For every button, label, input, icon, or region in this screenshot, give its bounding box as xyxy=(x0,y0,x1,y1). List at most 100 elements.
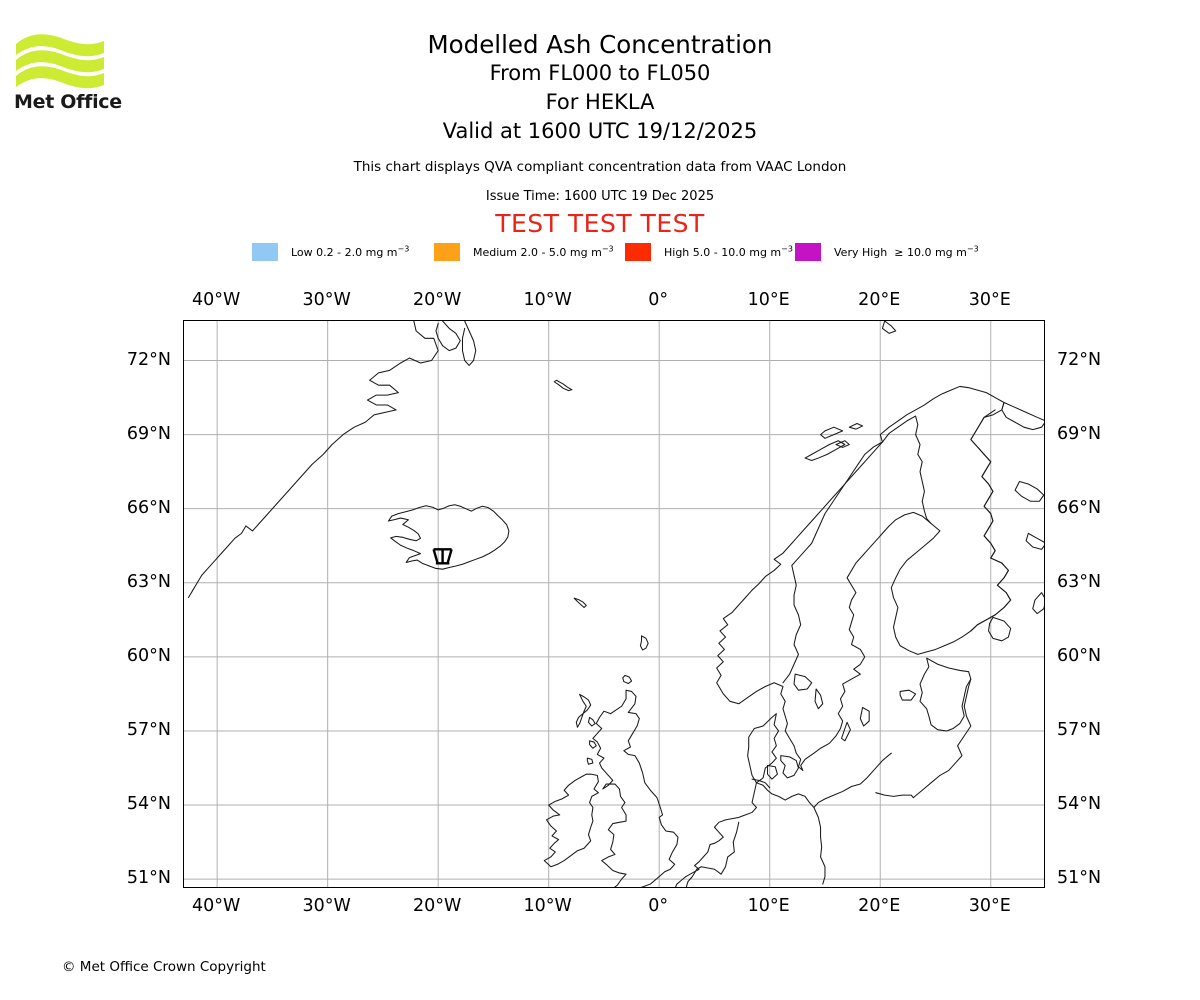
lat-tick-label-left: 57°N xyxy=(126,719,171,740)
legend-item: Very High ≥ 10.0 mg m−3 xyxy=(795,241,979,263)
legend-color-swatch xyxy=(625,243,651,261)
lon-tick-label-top: 10°E xyxy=(747,290,790,310)
legend-item: High 5.0 - 10.0 mg m−3 xyxy=(625,241,793,263)
coastline-vattern xyxy=(814,688,824,710)
map-coastlines xyxy=(187,321,1044,887)
legend-color-swatch xyxy=(434,243,460,261)
coastline-outer-hebrides xyxy=(575,693,592,728)
lon-tick-label-bottom: 30°E xyxy=(968,896,1011,916)
coastline-gotland xyxy=(859,706,870,727)
legend-label: High 5.0 - 10.0 mg m−3 xyxy=(664,243,793,259)
lat-tick-label-right: 51°N xyxy=(1057,868,1102,889)
issue-time: Issue Time: 1600 UTC 19 Dec 2025 xyxy=(485,189,715,204)
legend-label: Very High ≥ 10.0 mg m−3 xyxy=(834,243,979,259)
coastline-norway-sweden-finland xyxy=(716,385,1012,771)
logo-wordmark: Met Office xyxy=(14,91,122,112)
met-office-logo: Met Office xyxy=(12,22,122,112)
lat-tick-label-left: 60°N xyxy=(126,645,171,666)
map-container: 40°W 40°W 30°W 30°W 20°W 20°W 10°W 10°W 0° 0° 10°E… xyxy=(127,290,1101,916)
coastline-vesteralen xyxy=(820,426,844,439)
lat-tick-label-right: 66°N xyxy=(1057,497,1102,518)
lon-tick-label-top: 30°E xyxy=(968,290,1011,310)
lat-tick-label-left: 72°N xyxy=(126,349,171,370)
coastline-germany-nl-coast xyxy=(685,782,757,878)
legend-label: Low 0.2 - 2.0 mg m−3 xyxy=(291,243,410,259)
coastline-mull xyxy=(589,740,597,749)
coastline-greenland-east xyxy=(187,321,439,599)
legend-label: Medium 2.0 - 5.0 mg m−3 xyxy=(473,243,614,259)
flight-level-range: From FL000 to FL050 xyxy=(489,61,711,85)
coastline-ireland xyxy=(543,773,599,868)
met-office-logo-svg: Met Office xyxy=(14,34,122,112)
coastline-border-de-pl xyxy=(813,806,826,885)
lat-tick-label-right: 54°N xyxy=(1057,794,1102,815)
test-banner: TEST TEST TEST xyxy=(495,209,705,238)
coastline-vanern xyxy=(793,673,813,691)
lon-tick-label-top: 10°W xyxy=(523,290,572,310)
coastline-saaremaa xyxy=(899,689,917,701)
coastline-skye xyxy=(587,716,596,727)
coastline-france-belgium-coast xyxy=(674,876,687,887)
lat-tick-label-right: 72°N xyxy=(1057,349,1102,370)
lat-tick-label-left: 51°N xyxy=(126,868,171,889)
coastline-svalbard-hint xyxy=(881,321,897,334)
legend-color-swatch xyxy=(795,243,821,261)
coastline-border-be-fr xyxy=(685,866,702,887)
lon-tick-label-top: 0° xyxy=(648,290,669,310)
coastline-denmark-jutland xyxy=(747,713,780,784)
coastline-border-fi-ru xyxy=(970,409,1012,632)
lat-tick-label-left: 69°N xyxy=(126,423,171,444)
coastline-orkney xyxy=(622,674,633,685)
coastline-border-lt-lv-by xyxy=(912,705,972,799)
coastline-lofoten xyxy=(804,440,846,462)
lon-tick-label-bottom: 10°W xyxy=(523,896,572,916)
copyright-notice: © Met Office Crown Copyright xyxy=(62,959,266,975)
coastline-white-sea-w xyxy=(1014,480,1044,502)
coastline-jan-mayen xyxy=(553,379,573,392)
hekla-marker-glyph xyxy=(432,548,453,565)
coastline-funen xyxy=(766,764,778,780)
coastline-border-nl-be-de xyxy=(700,821,740,875)
coastline-shetland xyxy=(639,635,649,651)
qva-note: This chart displays QVA compliant concen… xyxy=(353,159,847,175)
lon-tick-label-bottom: 30°W xyxy=(302,896,351,916)
lon-tick-label-bottom: 20°W xyxy=(413,896,462,916)
coastline-hinnoya xyxy=(835,440,850,448)
coastline-border-pl-ru-lt xyxy=(875,792,914,799)
coastline-oland xyxy=(841,721,851,742)
map-frame xyxy=(183,320,1045,888)
coastline-poland-germany-coast xyxy=(755,752,892,809)
concentration-legend: Low 0.2 - 2.0 mg m−3 Medium 2.0 - 5.0 mg … xyxy=(0,241,1200,263)
legend-item: Medium 2.0 - 5.0 mg m−3 xyxy=(434,241,614,263)
lon-tick-label-bottom: 20°E xyxy=(858,896,901,916)
lon-tick-label-top: 20°W xyxy=(413,290,462,310)
lon-tick-label-top: 20°E xyxy=(858,290,901,310)
coastline-faroe xyxy=(573,597,587,608)
lat-tick-label-right: 63°N xyxy=(1057,571,1102,592)
map-canvas xyxy=(184,321,1044,887)
coastline-border-se-fi xyxy=(881,415,932,525)
lat-tick-label-right: 60°N xyxy=(1057,645,1102,666)
lon-tick-label-top: 40°W xyxy=(191,290,241,310)
lon-tick-label-bottom: 10°E xyxy=(747,896,790,916)
coastline-greenland-ne1 xyxy=(435,321,461,352)
coastline-border-est-ru xyxy=(963,678,972,707)
coastline-senja xyxy=(848,422,864,430)
legend-color-swatch xyxy=(252,243,278,261)
legend-item: Low 0.2 - 2.0 mg m−3 xyxy=(252,241,409,263)
chart-header: Modelled Ash Concentration From FL000 to… xyxy=(0,0,1200,238)
volcano-name: For HEKLA xyxy=(545,90,655,114)
page-title: Modelled Ash Concentration xyxy=(427,30,773,59)
lat-tick-label-left: 54°N xyxy=(126,794,171,815)
lat-tick-label-right: 69°N xyxy=(1057,423,1102,444)
coastline-kola-coast xyxy=(1001,401,1044,431)
lon-tick-label-top: 30°W xyxy=(302,290,351,310)
coastline-ladoga xyxy=(988,616,1012,642)
coastline-islay xyxy=(586,757,594,765)
lat-tick-label-right: 57°N xyxy=(1057,719,1102,740)
coastline-border-no-se xyxy=(782,441,883,684)
coastline-greenland-ne2 xyxy=(461,321,477,366)
lon-tick-label-bottom: 40°W xyxy=(191,896,241,916)
map-gridlines xyxy=(184,321,1044,887)
coastline-baltic-states-coast xyxy=(919,657,972,732)
